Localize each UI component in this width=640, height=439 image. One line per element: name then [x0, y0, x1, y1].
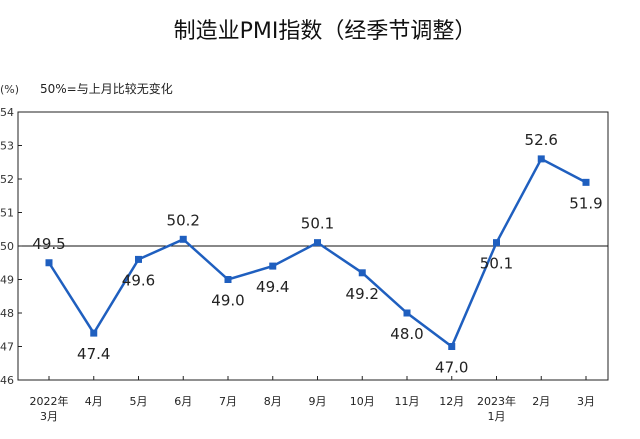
- x-tick-label: 2022年: [30, 394, 69, 408]
- x-tick-label: 11月: [395, 395, 420, 408]
- y-tick-label: 50: [0, 240, 14, 253]
- data-label: 48.0: [390, 325, 423, 343]
- x-tick-label: 2023年: [477, 394, 516, 408]
- data-point: [403, 309, 411, 317]
- x-tick-label: 9月: [309, 395, 327, 408]
- data-label: 49.0: [211, 292, 244, 310]
- y-tick-label: 54: [0, 106, 14, 119]
- y-tick-label: 46: [0, 374, 14, 387]
- data-point: [493, 239, 500, 247]
- data-label: 50.1: [480, 255, 513, 273]
- x-tick-label: 1月: [488, 410, 506, 423]
- y-tick-label: 49: [0, 274, 14, 287]
- data-label: 52.6: [525, 131, 558, 149]
- data-point: [537, 155, 545, 163]
- data-point: [179, 235, 187, 243]
- data-point: [90, 329, 98, 337]
- data-label: 51.9: [569, 194, 602, 212]
- x-tick-label: 3月: [40, 410, 58, 423]
- x-tick-label: 8月: [264, 395, 282, 408]
- data-label: 49.2: [346, 285, 379, 303]
- y-tick-label: 48: [0, 307, 14, 320]
- data-points: [45, 155, 590, 350]
- data-point: [358, 269, 366, 277]
- data-point: [224, 276, 232, 283]
- data-label: 49.6: [122, 271, 155, 289]
- x-tick-label: 12月: [439, 395, 464, 408]
- chart-note: 50%=与上月比较无变化: [40, 81, 173, 96]
- y-tick-label: 53: [0, 140, 14, 153]
- x-tick-label: 7月: [219, 395, 237, 408]
- data-labels: 49.5 47.4 49.6 50.2 49.0 49.4 50.1 49.2 48.0 47.0…: [32, 131, 602, 377]
- x-tick-label: 5月: [130, 395, 148, 408]
- y-axis-ticks: 46 47 48 49 50 51 52 53 54: [0, 106, 22, 387]
- data-label: 49.4: [256, 278, 289, 296]
- data-point: [135, 255, 142, 263]
- data-label: 50.1: [301, 215, 334, 233]
- x-axis-ticks: 2022年 3月 4月 5月 6月 7月 8月 9月 10月 11月 12月 2023年 1月 2月 3月: [30, 376, 595, 423]
- data-label: 47.4: [77, 345, 110, 363]
- x-tick-label: 4月: [85, 395, 103, 408]
- x-tick-label: 6月: [174, 395, 192, 408]
- series-line: [47, 157, 587, 349]
- data-point: [448, 343, 456, 350]
- chart-title: 制造业PMI指数（经季节调整）: [174, 19, 477, 44]
- data-point: [269, 262, 277, 270]
- data-point: [582, 178, 590, 186]
- x-tick-label: 10月: [350, 395, 375, 408]
- x-tick-label: 3月: [577, 395, 595, 408]
- data-label: 50.2: [167, 211, 200, 229]
- data-label: 49.5: [32, 235, 65, 253]
- y-tick-label: 47: [0, 341, 14, 354]
- y-axis-unit: (%): [0, 83, 19, 96]
- data-label: 47.0: [435, 359, 468, 377]
- data-point: [45, 259, 53, 267]
- x-tick-label: 2月: [532, 395, 550, 408]
- y-tick-label: 52: [0, 173, 14, 186]
- y-tick-label: 51: [0, 207, 14, 220]
- data-point: [314, 239, 321, 247]
